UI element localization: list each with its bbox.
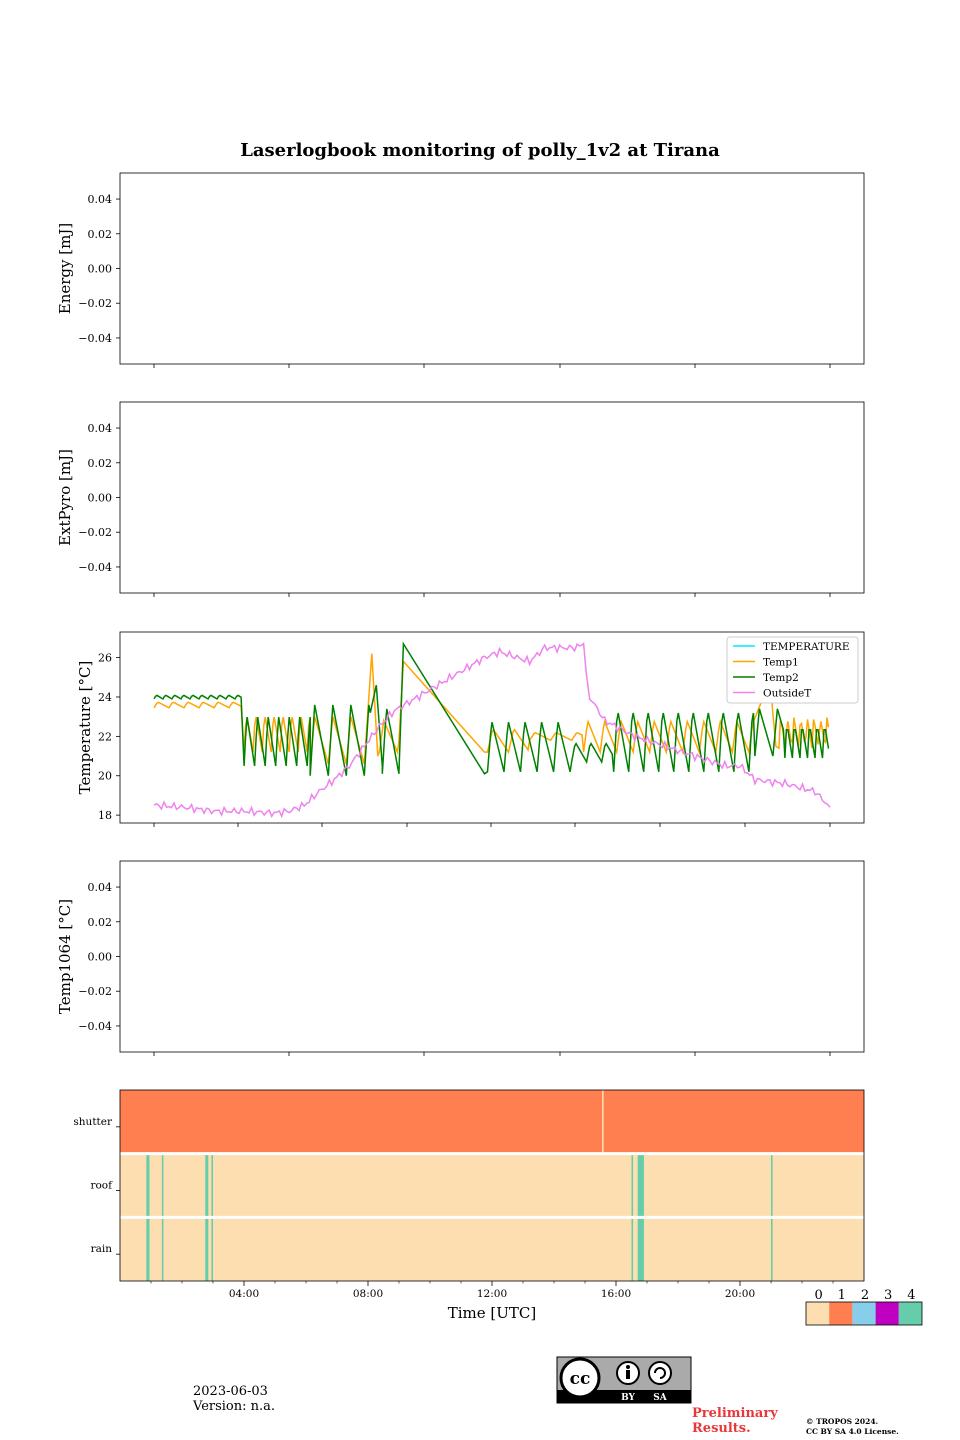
y-tick-label: 0.00 xyxy=(88,492,113,505)
y-tick-label: −0.04 xyxy=(78,332,112,345)
series-line-outsidet xyxy=(153,641,831,819)
colorbar-label: 4 xyxy=(907,1288,915,1303)
colorbar-label: 2 xyxy=(861,1288,869,1303)
sa-icon xyxy=(648,1361,672,1385)
y-axis-label: Energy [mJ] xyxy=(56,223,74,314)
flag-event xyxy=(205,1153,209,1218)
y-tick-label: 26 xyxy=(98,652,112,665)
y-tick-label: 0.04 xyxy=(88,881,113,894)
date-label: 2023-06-03 xyxy=(193,1384,268,1399)
flag-event xyxy=(602,1090,604,1154)
colorbar-swatch xyxy=(852,1302,876,1325)
y-tick-label: 0.02 xyxy=(88,228,113,241)
x-tick-label: 12:00 xyxy=(477,1288,507,1300)
y-tick-label: 22 xyxy=(98,730,112,743)
cc-icon xyxy=(559,1357,601,1399)
copyright-line2: CC BY SA 4.0 License. xyxy=(806,1427,899,1436)
y-tick-label: 0.04 xyxy=(88,193,113,206)
y-tick-label: 0.02 xyxy=(88,457,113,470)
colorbar-label: 3 xyxy=(884,1288,892,1303)
y-tick-label: −0.02 xyxy=(78,526,112,539)
flag-row-label: shutter xyxy=(73,1116,113,1128)
y-tick-label: 0.04 xyxy=(88,422,113,435)
y-tick-label: −0.02 xyxy=(78,985,112,998)
legend-entry: TEMPERATURE xyxy=(763,641,850,653)
y-tick-label: −0.02 xyxy=(78,297,112,310)
x-axis-label: Time [UTC] xyxy=(448,1304,537,1322)
flag-event xyxy=(161,1153,164,1218)
cc-license-badge: cc BY SA xyxy=(556,1356,692,1404)
y-tick-label: 0.00 xyxy=(88,951,113,964)
colorbar-swatch xyxy=(875,1302,899,1325)
plot-area xyxy=(119,860,865,1053)
colorbar-swatch xyxy=(806,1302,830,1325)
colorbar-swatch xyxy=(898,1302,922,1325)
y-axis-label: Temp1064 [°C] xyxy=(56,899,74,1014)
cc-sa-label: SA xyxy=(653,1393,667,1403)
flag-row-label: roof xyxy=(90,1180,113,1192)
copyright-line1: © TROPOS 2024. xyxy=(806,1417,879,1426)
x-tick-label: 20:00 xyxy=(725,1288,755,1300)
energy-panel: 0.04 0.02 0.00 −0.02 −0.04 Energy [mJ] xyxy=(56,172,865,368)
flag-event xyxy=(146,1153,150,1218)
cc-by-label: BY xyxy=(621,1393,635,1403)
chart-title: Laserlogbook monitoring of polly_1v2 at … xyxy=(240,140,720,161)
y-axis-label: ExtPyro [mJ] xyxy=(56,449,74,546)
plot-area xyxy=(119,401,865,594)
flag-row-roof xyxy=(120,1153,864,1218)
flag-event xyxy=(631,1153,634,1218)
flag-event xyxy=(146,1217,150,1281)
legend-entry: Temp2 xyxy=(763,672,799,684)
y-tick-label: 18 xyxy=(98,809,112,822)
flag-event xyxy=(211,1217,213,1281)
y-tick-label: −0.04 xyxy=(78,561,112,574)
x-tick-label: 04:00 xyxy=(229,1288,259,1300)
flag-row-rain xyxy=(120,1217,864,1281)
legend-entry: Temp1 xyxy=(763,657,799,669)
flag-event xyxy=(161,1217,164,1281)
series-line-temp2 xyxy=(153,641,830,776)
flag-row-shutter xyxy=(120,1090,864,1154)
flags-panel: shutter roof rain 04:00 08:00 12:00 16:00 20:00… xyxy=(73,1089,865,1322)
y-axis-label: Temperature [°C] xyxy=(76,661,94,795)
y-tick-label: 20 xyxy=(98,770,112,783)
plot-area xyxy=(119,172,865,365)
flag-event xyxy=(637,1217,644,1281)
temperature-panel: 26 24 22 20 18 Temperature [°C] TEMPERATURE Tem… xyxy=(76,631,865,827)
flag-event xyxy=(205,1217,209,1281)
series-group xyxy=(153,641,831,819)
flag-event xyxy=(771,1153,773,1218)
x-tick-label: 08:00 xyxy=(353,1288,383,1300)
x-tick-label: 16:00 xyxy=(601,1288,631,1300)
y-tick-label: 0.00 xyxy=(88,263,113,276)
version-label: Version: n.a. xyxy=(193,1399,276,1414)
svg-text:cc: cc xyxy=(570,1369,591,1389)
colorbar-frame xyxy=(805,1301,923,1326)
legend-entry: OutsideT xyxy=(763,688,811,700)
legend: TEMPERATURE Temp1 Temp2 OutsideT xyxy=(726,636,859,704)
flag-event xyxy=(211,1153,213,1218)
flag-event xyxy=(771,1217,773,1281)
flag-event xyxy=(631,1217,634,1281)
colorbar-label: 0 xyxy=(814,1288,822,1303)
extpyro-panel: 0.04 0.02 0.00 −0.02 −0.04 ExtPyro [mJ] xyxy=(56,401,865,597)
temp1064-panel: 0.04 0.02 0.00 −0.02 −0.04 Temp1064 [°C] xyxy=(56,860,865,1056)
legend-box xyxy=(726,636,859,704)
flag-row-label: rain xyxy=(91,1243,113,1255)
preliminary-label: Preliminary Results. xyxy=(692,1406,778,1436)
y-tick-label: −0.04 xyxy=(78,1020,112,1033)
y-tick-label: 0.02 xyxy=(88,916,113,929)
colorbar-swatch xyxy=(829,1302,853,1325)
colorbar-label: 1 xyxy=(838,1288,846,1303)
flag-event xyxy=(637,1153,644,1218)
y-tick-label: 24 xyxy=(98,691,112,704)
